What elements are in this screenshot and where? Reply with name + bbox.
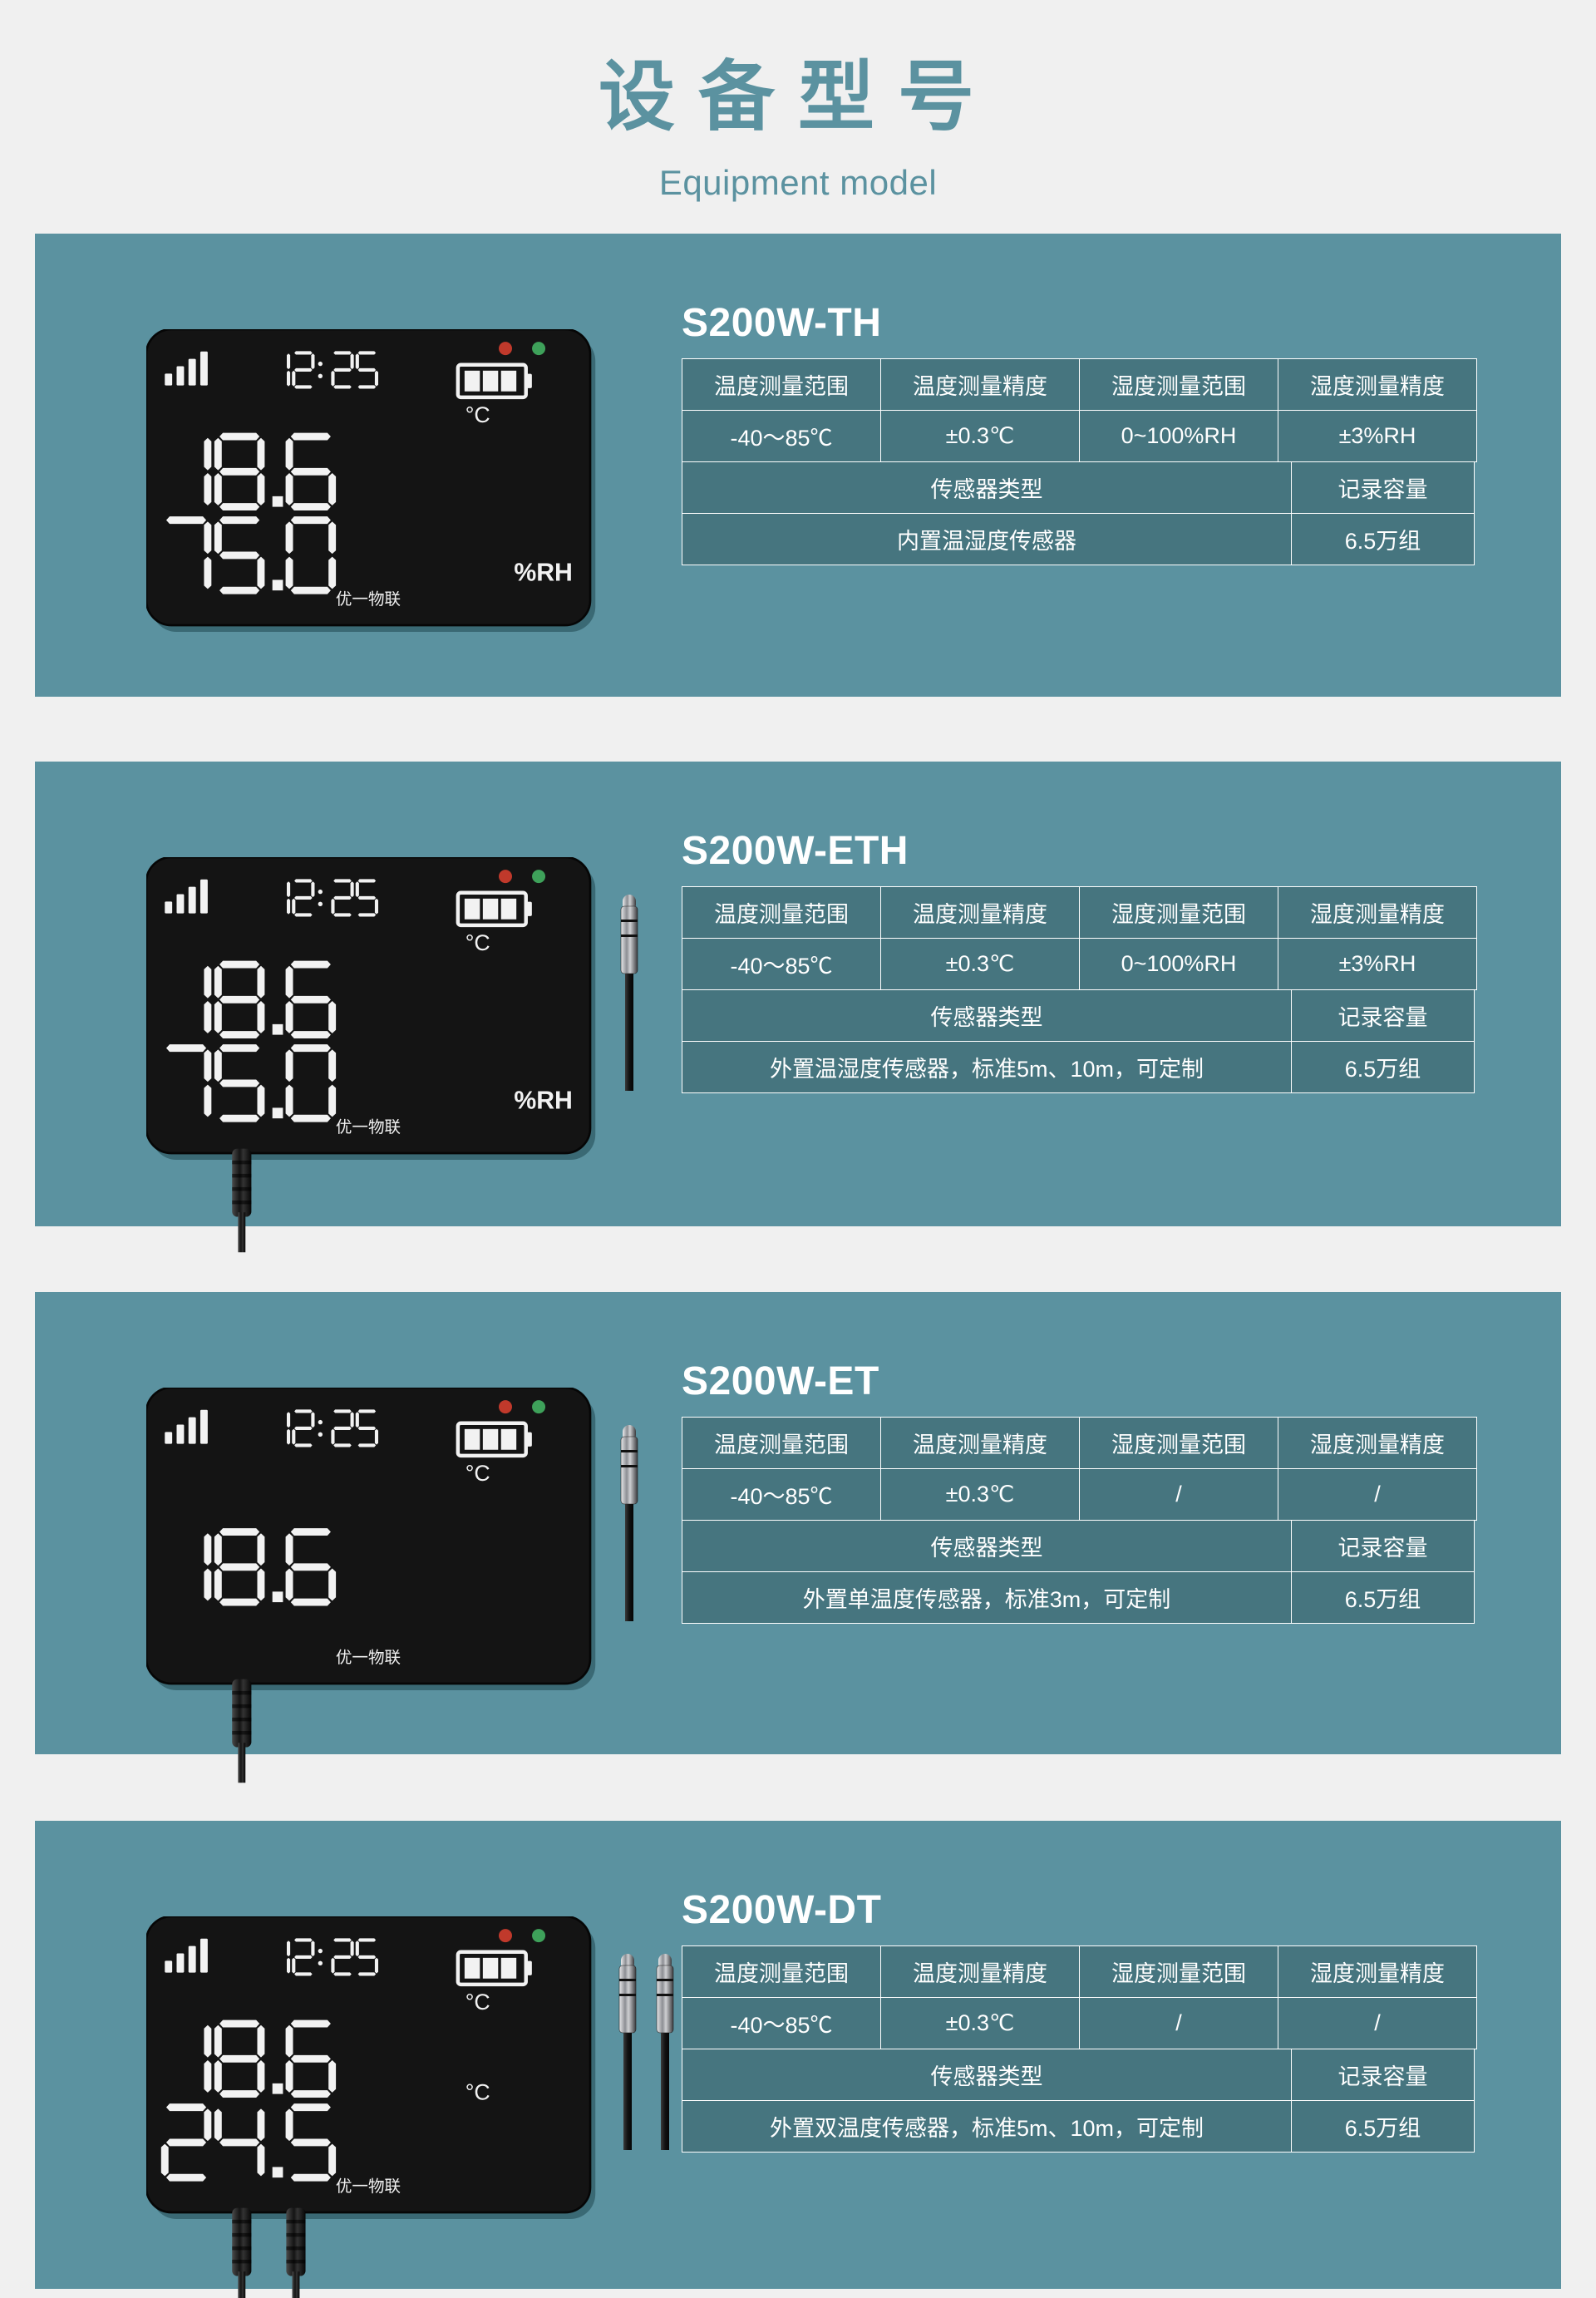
svg-text:°C: °C bbox=[466, 930, 490, 955]
svg-text:°C: °C bbox=[466, 1461, 490, 1486]
svg-text:°C: °C bbox=[466, 402, 490, 427]
svg-text:优一物联: 优一物联 bbox=[336, 1118, 401, 1137]
svg-text:°C: °C bbox=[466, 1990, 490, 2014]
svg-text:优一物联: 优一物联 bbox=[336, 1649, 401, 1667]
svg-text:%RH: %RH bbox=[514, 1087, 573, 1115]
svg-text:%RH: %RH bbox=[514, 560, 573, 587]
svg-text:优一物联: 优一物联 bbox=[336, 590, 401, 609]
svg-text:优一物联: 优一物联 bbox=[336, 2177, 401, 2196]
svg-text:°C: °C bbox=[466, 2080, 490, 2105]
